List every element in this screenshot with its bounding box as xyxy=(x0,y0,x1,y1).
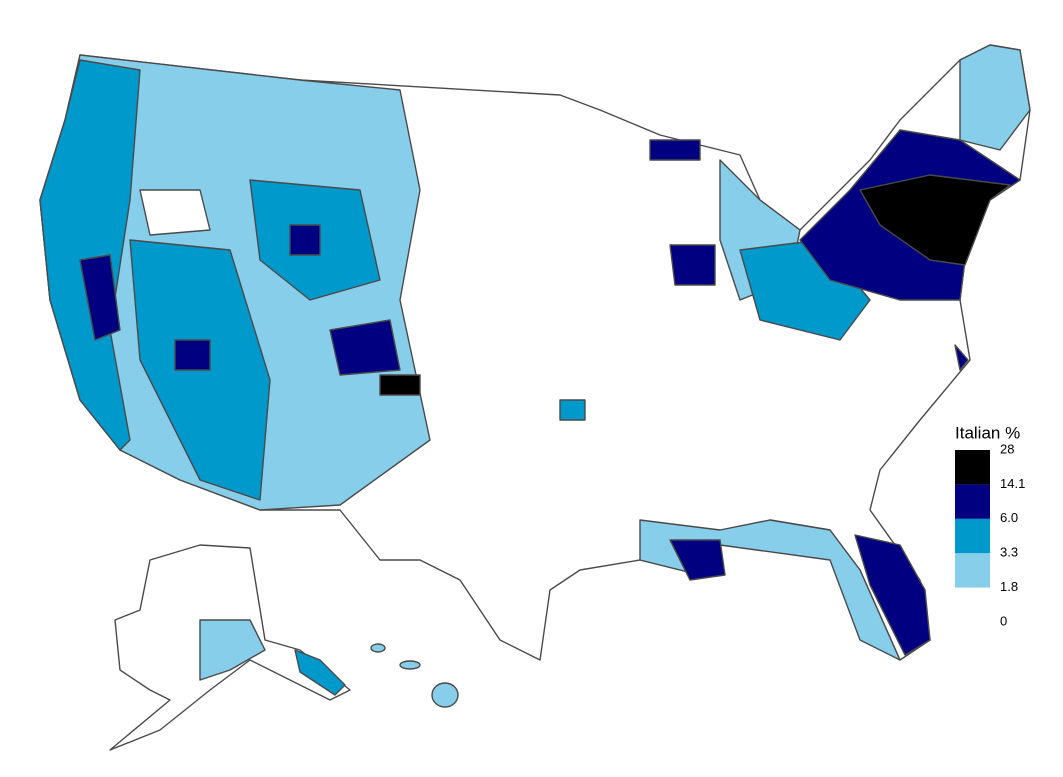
region-idaho-gap xyxy=(139,189,211,236)
legend-label: 14.1 xyxy=(1000,476,1025,491)
region-chicago xyxy=(669,244,716,286)
region-louisiana xyxy=(669,539,726,581)
legend-swatch xyxy=(955,518,990,554)
region-sf xyxy=(79,254,121,341)
region-colorado xyxy=(379,374,421,396)
region-florida xyxy=(854,534,931,656)
legend-label: 0 xyxy=(1000,613,1007,628)
region-texas-spot xyxy=(559,399,586,421)
region-nevada-county xyxy=(174,339,211,371)
region-utah xyxy=(329,319,401,376)
region-nc-coast xyxy=(954,344,969,371)
legend-label: 3.3 xyxy=(1000,545,1018,560)
legend-swatch xyxy=(955,450,990,485)
legend-label: 28 xyxy=(1000,441,1014,456)
region-northeast-core xyxy=(859,174,1011,266)
legend-title: Italian % xyxy=(955,423,1020,442)
hawaii-island-1 xyxy=(370,643,386,653)
region-wyoming-county xyxy=(289,224,321,256)
us-map xyxy=(39,44,1031,751)
alaska-panhandle xyxy=(294,649,346,696)
legend-swatch xyxy=(955,484,990,519)
region-upper-michigan xyxy=(649,139,701,161)
legend-label: 1.8 xyxy=(1000,579,1018,594)
region-west-coast xyxy=(39,59,141,451)
alaska-south xyxy=(199,619,266,681)
hawaii-island-2 xyxy=(399,660,421,670)
legend-swatch xyxy=(955,587,990,622)
legend-label: 6.0 xyxy=(1000,510,1018,525)
legend-swatch xyxy=(955,553,990,588)
hawaii-island-3 xyxy=(431,682,459,708)
